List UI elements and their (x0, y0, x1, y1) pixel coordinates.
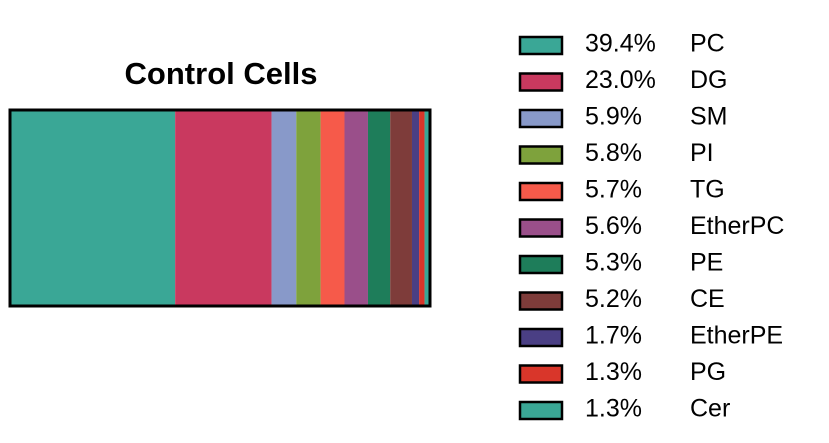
legend-label: DG (690, 66, 728, 94)
bar-segment (175, 110, 272, 306)
bar-segment (10, 110, 176, 306)
legend-label: SM (690, 103, 728, 131)
legend-label: Cer (690, 395, 730, 423)
legend-swatch (518, 254, 564, 275)
bar-segment (296, 110, 321, 306)
bar-segment (419, 110, 425, 306)
legend-value-label: 5.9% (585, 103, 642, 131)
legend-value-label: 39.4% (585, 30, 656, 58)
legend-value-label: 1.3% (585, 395, 642, 423)
legend-label: CE (690, 285, 725, 313)
bar-segment (411, 110, 420, 306)
legend-label: PG (690, 358, 726, 386)
legend-swatch (518, 108, 564, 129)
legend-swatch (518, 35, 564, 56)
legend-label: PC (690, 30, 725, 58)
legend-value-label: 1.3% (585, 358, 642, 386)
legend-swatch (518, 327, 564, 348)
legend-label: PE (690, 249, 723, 277)
legend-swatch (518, 400, 564, 421)
legend-value-label: 1.7% (585, 322, 642, 350)
legend-value-label: 5.8% (585, 139, 642, 167)
legend-swatch (518, 364, 564, 384)
bar-segment (344, 110, 368, 306)
legend-label: EtherPC (690, 212, 784, 240)
bar-segment (320, 110, 345, 306)
legend-value-label: 5.6% (585, 212, 642, 240)
legend-swatch (518, 181, 564, 202)
legend-label: EtherPE (690, 322, 783, 350)
legend-value-label: 5.3% (585, 249, 642, 277)
bar-border (8, 108, 432, 308)
legend-swatch (518, 145, 564, 165)
chart-title: Control Cells (125, 56, 318, 91)
legend-swatch (518, 72, 564, 92)
bar-segment (367, 110, 391, 306)
bar-segment (271, 110, 297, 306)
legend-value-label: 5.2% (585, 285, 642, 313)
legend-label: PI (690, 139, 714, 167)
bar-segment (390, 110, 412, 306)
legend-label: TG (690, 176, 725, 204)
legend-value-label: 23.0% (585, 66, 656, 94)
legend-swatch (518, 291, 564, 311)
legend-swatch (518, 218, 564, 238)
legend-value-label: 5.7% (585, 176, 642, 204)
bar-segment (424, 110, 430, 306)
